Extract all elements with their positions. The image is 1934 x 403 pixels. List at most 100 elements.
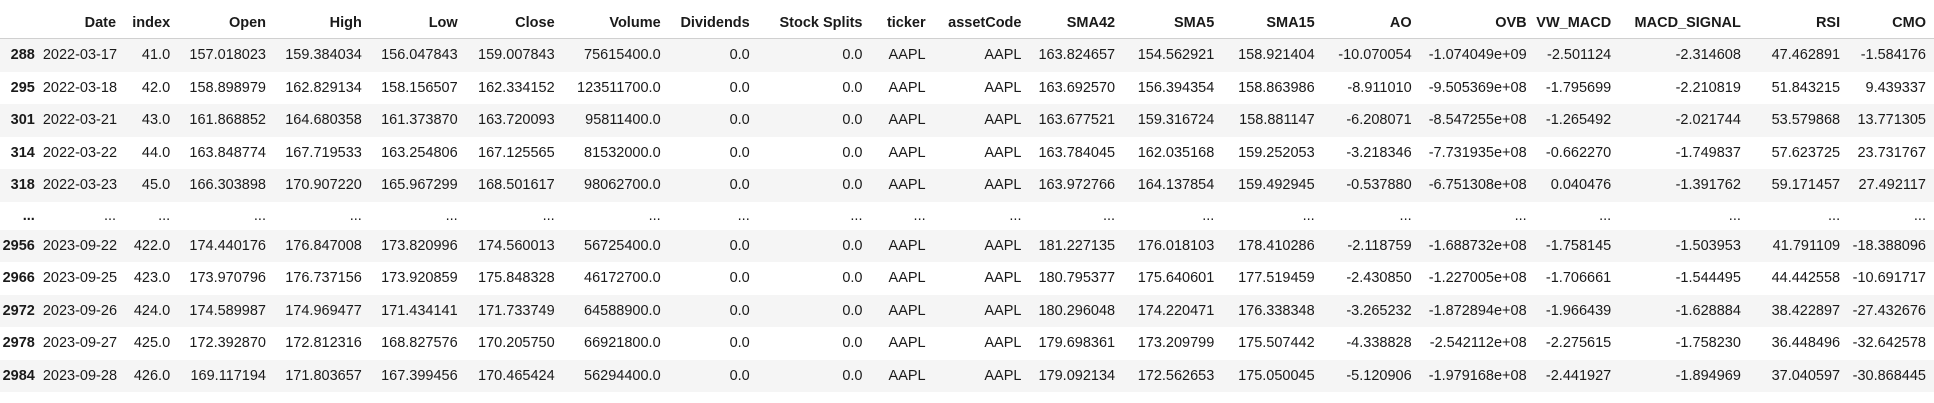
row-index: 314 <box>10 144 35 161</box>
table-cell: 0.0 <box>842 144 863 161</box>
table-cell: 38.422897 <box>1771 302 1841 319</box>
table-cell: 0.0 <box>842 335 863 352</box>
table-cell: 168.827576 <box>381 335 458 352</box>
table-row: 318 2022-03-23 45.0 166.303898 170.907220 165… <box>0 169 1934 202</box>
table-cell: 2023-09-28 <box>42 367 118 384</box>
table-cell: 157.018023 <box>189 47 266 64</box>
table-cell: 23.731767 <box>1857 144 1926 161</box>
table-cell: 2023-09-22 <box>42 237 118 254</box>
table-cell: 180.795377 <box>1038 270 1116 287</box>
table-cell: 180.296048 <box>1038 302 1116 319</box>
column-header: AO <box>1389 15 1412 31</box>
table-cell: 27.492117 <box>1858 177 1926 194</box>
table-cell: -7.731935e+08 <box>1428 144 1527 161</box>
table-cell: 170.907220 <box>285 177 362 194</box>
table-cell: -1.544495 <box>1675 270 1741 287</box>
table-cell: 0.0 <box>729 335 750 352</box>
table-cell: AAPL <box>984 302 1022 319</box>
table-cell: ... <box>913 207 926 224</box>
table-cell: ... <box>1202 207 1215 224</box>
row-index: 2956 <box>2 237 35 254</box>
table-cell: 170.465424 <box>478 367 555 384</box>
table-cell: -1.758230 <box>1675 335 1741 352</box>
table-cell: 175.507442 <box>1238 335 1315 352</box>
table-cell: 175.640601 <box>1137 270 1215 287</box>
table-cell: 57.623725 <box>1771 144 1841 161</box>
table-cell: AAPL <box>888 177 926 194</box>
table-cell: 174.220471 <box>1137 302 1215 319</box>
table-cell: 37.040597 <box>1771 367 1841 384</box>
table-cell: ... <box>1728 207 1741 224</box>
table-cell: 0.0 <box>729 270 750 287</box>
row-index: ... <box>22 207 35 224</box>
table-cell: 163.254806 <box>381 144 458 161</box>
column-header: assetCode <box>948 15 1022 31</box>
table-cell: 163.848774 <box>189 144 266 161</box>
column-header: OVB <box>1495 15 1527 31</box>
dataframe-output: Date index Open High Low Close Volume Dividends… <box>0 8 1934 384</box>
table-cell: 0.0 <box>729 237 750 254</box>
table-cell: 0.0 <box>842 177 863 194</box>
table-cell: -1.584176 <box>1860 47 1926 64</box>
row-index: 2984 <box>2 367 35 384</box>
table-cell: -1.391762 <box>1675 177 1741 194</box>
row-index: 295 <box>10 79 35 96</box>
table-cell: AAPL <box>984 367 1022 384</box>
table-cell: AAPL <box>888 367 926 384</box>
table-cell: 2023-09-26 <box>42 302 118 319</box>
table-cell: -9.505369e+08 <box>1428 79 1527 96</box>
table-cell: -1.628884 <box>1675 302 1741 319</box>
column-header: Volume <box>609 15 661 31</box>
table-row: 2966 2023-09-25 423.0 173.970796 176.737156 1… <box>0 262 1934 295</box>
table-cell: -5.120906 <box>1346 367 1412 384</box>
table-cell: -2.542112e+08 <box>1429 335 1527 352</box>
table-cell: 2023-09-27 <box>42 335 118 352</box>
table-cell: -30.868445 <box>1852 367 1926 384</box>
table-row: 295 2022-03-18 42.0 158.898979 162.829134 158… <box>0 71 1934 104</box>
index-column-header <box>0 8 43 39</box>
table-cell: ... <box>349 207 362 224</box>
table-row: 314 2022-03-22 44.0 163.848774 167.719533 163… <box>0 136 1934 169</box>
table-cell: 42.0 <box>141 79 171 96</box>
table-cell: AAPL <box>888 335 926 352</box>
table-cell: -18.388096 <box>1852 237 1926 254</box>
table-cell: 171.733749 <box>478 302 555 319</box>
table-cell: 56294400.0 <box>584 367 661 384</box>
table-cell: 2023-09-25 <box>42 270 118 287</box>
table-cell: 0.0 <box>729 47 750 64</box>
table-cell: 168.501617 <box>478 177 555 194</box>
table-cell: ... <box>648 207 661 224</box>
row-index: 318 <box>10 177 35 194</box>
table-cell: ... <box>445 207 458 224</box>
table-cell: -2.501124 <box>1546 47 1612 64</box>
table-cell: 164.137854 <box>1137 177 1215 194</box>
table-cell: 171.803657 <box>285 367 362 384</box>
table-cell: AAPL <box>888 112 926 129</box>
table-cell: 2022-03-18 <box>42 79 118 96</box>
table-row: 2978 2023-09-27 425.0 172.392870 172.812316 1… <box>0 327 1934 360</box>
table-cell: 163.824657 <box>1038 47 1116 64</box>
table-cell: 163.692570 <box>1038 79 1116 96</box>
table-cell: 426.0 <box>133 367 171 384</box>
table-cell: ... <box>737 207 750 224</box>
table-cell: 81532000.0 <box>584 144 661 161</box>
table-cell: -2.021744 <box>1675 112 1741 129</box>
column-header: CMO <box>1892 15 1926 31</box>
table-cell: -1.979168e+08 <box>1428 367 1527 384</box>
table-cell: -10.070054 <box>1338 47 1412 64</box>
table-cell: 172.562653 <box>1137 367 1215 384</box>
table-cell: -2.430850 <box>1346 270 1412 287</box>
table-cell: ... <box>1009 207 1022 224</box>
table-cell: -0.537880 <box>1346 177 1412 194</box>
table-cell: ... <box>1514 207 1527 224</box>
table-cell: -1.749837 <box>1675 144 1741 161</box>
row-index: 2978 <box>2 335 35 352</box>
table-cell: 159.007843 <box>478 47 555 64</box>
table-cell: 2022-03-23 <box>42 177 118 194</box>
table-cell: 156.394354 <box>1137 79 1215 96</box>
table-cell: 175.050045 <box>1238 367 1315 384</box>
table-cell: -1.074049e+09 <box>1428 47 1527 64</box>
table-cell: -6.208071 <box>1346 112 1412 129</box>
table-cell: 159.492945 <box>1238 177 1315 194</box>
table-cell: 173.920859 <box>381 270 458 287</box>
